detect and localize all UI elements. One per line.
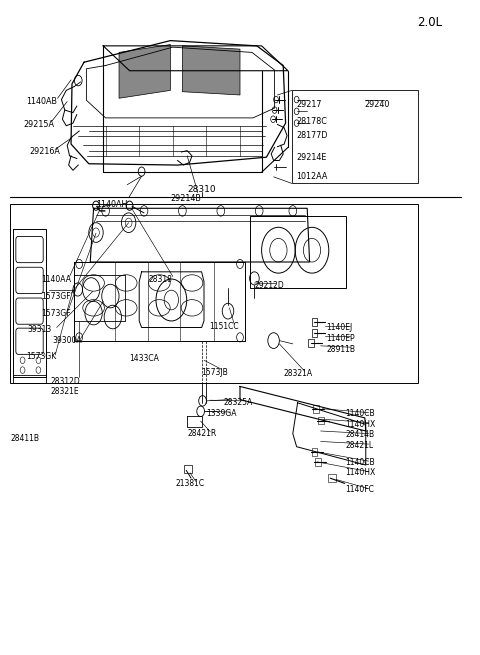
Text: 1140AH: 1140AH	[96, 200, 127, 209]
Text: 29215A: 29215A	[23, 120, 54, 129]
Text: 28325A: 28325A	[223, 398, 252, 407]
Text: 1573JB: 1573JB	[202, 367, 228, 377]
Text: 28318: 28318	[149, 274, 173, 284]
Text: 2.0L: 2.0L	[417, 16, 442, 29]
Text: 29216A: 29216A	[30, 147, 60, 157]
Text: 1433CA: 1433CA	[130, 354, 159, 363]
Text: 28911B: 28911B	[326, 345, 355, 354]
Text: 28310: 28310	[187, 185, 216, 195]
Text: 1140AB: 1140AB	[26, 97, 58, 106]
Text: 1140CB: 1140CB	[346, 409, 375, 419]
Text: 29217: 29217	[297, 100, 322, 109]
Text: 28421L: 28421L	[346, 441, 374, 450]
Text: 21381C: 21381C	[175, 479, 204, 488]
Text: 1339GA: 1339GA	[206, 409, 237, 419]
Text: 39313: 39313	[28, 325, 52, 334]
Text: 28312D: 28312D	[50, 377, 80, 386]
Text: 28177D: 28177D	[297, 131, 328, 140]
Text: 28414B: 28414B	[346, 430, 375, 440]
Text: 1573GF: 1573GF	[41, 291, 71, 301]
Text: 1012AA: 1012AA	[297, 172, 328, 181]
Text: 1573GF: 1573GF	[41, 309, 71, 318]
Text: 1151CC: 1151CC	[209, 322, 239, 331]
Polygon shape	[182, 46, 240, 95]
Text: 1140FC: 1140FC	[346, 485, 374, 495]
Text: 28178C: 28178C	[297, 117, 327, 126]
Text: 28421R: 28421R	[187, 429, 216, 438]
Text: 1140EJ: 1140EJ	[326, 323, 353, 332]
Text: 39300A: 39300A	[53, 336, 83, 345]
Text: 29212D: 29212D	[254, 281, 284, 290]
Text: 1140HX: 1140HX	[346, 420, 376, 429]
Text: 29214E: 29214E	[297, 153, 327, 162]
Text: 28411B: 28411B	[11, 434, 39, 443]
Text: 28321A: 28321A	[283, 369, 312, 378]
Text: 1140CB: 1140CB	[346, 458, 375, 467]
Text: 28321E: 28321E	[50, 387, 79, 396]
Text: 29240: 29240	[365, 100, 390, 109]
Text: 1140EP: 1140EP	[326, 334, 355, 343]
Text: 1140HX: 1140HX	[346, 468, 376, 477]
Text: 1573GK: 1573GK	[26, 352, 57, 362]
Polygon shape	[119, 45, 170, 98]
Text: 29214B: 29214B	[170, 194, 201, 203]
Text: 1140AA: 1140AA	[41, 274, 71, 284]
